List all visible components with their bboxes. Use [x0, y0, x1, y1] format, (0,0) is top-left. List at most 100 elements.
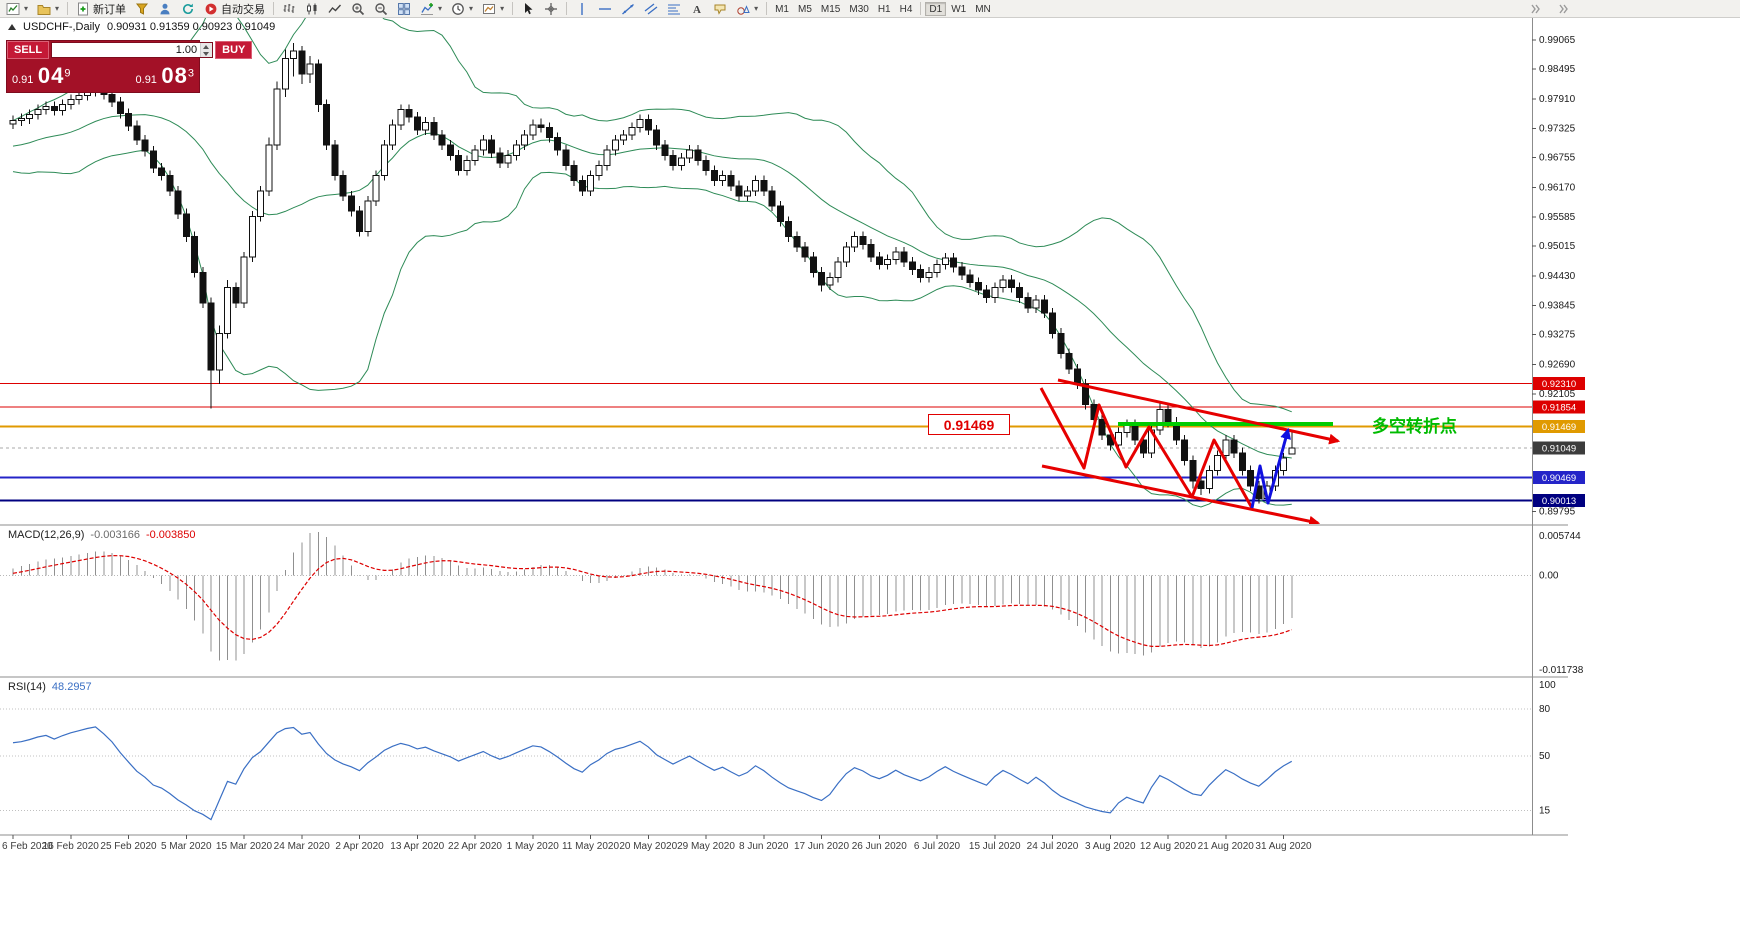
bar-chart-icon [282, 2, 296, 16]
volume-spinner [200, 43, 213, 57]
text-tool-button[interactable] [686, 1, 708, 17]
svg-text:0.99065: 0.99065 [1539, 35, 1576, 46]
svg-text:80: 80 [1539, 704, 1551, 715]
macd-main-value: -0.003166 [90, 529, 140, 541]
volume-input[interactable] [52, 43, 201, 57]
timeframe-mn-button[interactable]: MN [971, 2, 995, 16]
vertical-line-tool-button[interactable] [571, 1, 593, 17]
price-tag-0.91049 [1533, 441, 1585, 455]
svg-text:0.91469: 0.91469 [1542, 422, 1576, 433]
tile-windows-icon [397, 2, 411, 16]
timeframe-m30-button[interactable]: M30 [845, 2, 872, 16]
symbol-label: USDCHF-,Daily [23, 21, 100, 33]
bar-chart-button[interactable] [278, 1, 300, 17]
cursor-button[interactable] [517, 1, 539, 17]
collapse-panel-icon[interactable] [8, 24, 16, 30]
svg-text:2 Apr 2020: 2 Apr 2020 [335, 841, 384, 852]
svg-text:50: 50 [1539, 751, 1551, 762]
toolbar-separator [920, 2, 922, 15]
toolbar-separator [566, 2, 568, 15]
svg-text:0.97325: 0.97325 [1539, 124, 1576, 135]
trendline-tool-button[interactable] [617, 1, 639, 17]
label-tool-icon [713, 2, 727, 16]
timeframe-h1-button[interactable]: H1 [874, 2, 895, 16]
horizontal-line-icon [598, 2, 612, 16]
svg-text:25 Feb 2020: 25 Feb 2020 [100, 841, 157, 852]
macd-histogram [12, 532, 1293, 661]
rsi-line [12, 726, 1293, 821]
crosshair-button[interactable] [540, 1, 562, 17]
templates-button[interactable] [478, 1, 508, 17]
svg-text:16 Feb 2020: 16 Feb 2020 [43, 841, 100, 852]
zoom-in-icon [351, 2, 365, 16]
shapes-tool-button[interactable] [732, 1, 762, 17]
buy-price[interactable]: 0.91 083 [135, 62, 194, 88]
line-chart-button[interactable] [324, 1, 346, 17]
line-chart-icon [328, 2, 342, 16]
price-callout[interactable]: 0.91469 [928, 414, 1010, 435]
indicators-button[interactable] [416, 1, 446, 17]
volume-up-button[interactable] [201, 43, 213, 50]
fibonacci-tool-button[interactable] [663, 1, 685, 17]
svg-text:0.00: 0.00 [1539, 570, 1559, 581]
svg-text:0.97910: 0.97910 [1539, 94, 1576, 105]
timeframe-h4-button[interactable]: H4 [896, 2, 917, 16]
refresh-button[interactable] [177, 1, 199, 17]
timeframe-m5-button[interactable]: M5 [794, 2, 816, 16]
zoom-out-button[interactable] [370, 1, 392, 17]
channel-tool-button[interactable] [640, 1, 662, 17]
volume-down-button[interactable] [201, 50, 213, 57]
svg-text:0.92105: 0.92105 [1539, 389, 1576, 400]
buy-button[interactable]: BUY [215, 41, 253, 59]
svg-text:0.96170: 0.96170 [1539, 182, 1576, 193]
toolbar-overflow-icon[interactable] [1556, 2, 1570, 16]
new-order-button[interactable]: 新订单 [72, 1, 130, 17]
auto-trading-button[interactable]: 自动交易 [200, 1, 269, 17]
price-axis[interactable]: 0.99065 0.98495 0.97910 0.97325 0.96755 0.961… [1532, 35, 1584, 817]
timeframe-m1-button[interactable]: M1 [771, 2, 793, 16]
new-order-icon [76, 2, 90, 16]
horizontal-line-tool-button[interactable] [594, 1, 616, 17]
candlestick-series [9, 42, 1296, 504]
sell-button[interactable]: SELL [7, 41, 50, 59]
user-icon [158, 2, 172, 16]
indicators-icon [420, 2, 434, 16]
svg-text:0.95585: 0.95585 [1539, 212, 1576, 223]
red-zigzag[interactable] [1039, 387, 1254, 509]
timeframe-m15-button[interactable]: M15 [817, 2, 844, 16]
trendline-lower[interactable] [1041, 464, 1321, 524]
svg-text:0.95015: 0.95015 [1539, 241, 1576, 252]
chart-profiles-button[interactable] [33, 1, 63, 17]
svg-text:21 Aug 2020: 21 Aug 2020 [1198, 841, 1255, 852]
sell-price[interactable]: 0.91 049 [12, 62, 71, 88]
timeframe-w1-button[interactable]: W1 [947, 2, 970, 16]
timeframe-d1-button[interactable]: D1 [925, 1, 947, 16]
volume-field [51, 42, 214, 58]
label-tool-button[interactable] [709, 1, 731, 17]
refresh-icon [181, 2, 195, 16]
price-tag-0.90013 [1533, 493, 1585, 507]
rsi-label: RSI(14) 48.2957 [8, 681, 92, 693]
periods-button[interactable] [447, 1, 477, 17]
svg-text:31 Aug 2020: 31 Aug 2020 [1255, 841, 1312, 852]
zoom-in-button[interactable] [347, 1, 369, 17]
candlestick-icon [305, 2, 319, 16]
user-button[interactable] [154, 1, 176, 17]
turning-point-label[interactable]: 多空转折点 [1372, 417, 1457, 436]
svg-text:0.005744: 0.005744 [1539, 531, 1581, 542]
tile-windows-button[interactable] [393, 1, 415, 17]
blue-arrow-zigzag[interactable] [1250, 427, 1291, 509]
toolbar-separator [766, 2, 768, 15]
candlestick-chart-button[interactable] [301, 1, 323, 17]
svg-text:0.94430: 0.94430 [1539, 271, 1576, 282]
new-chart-button[interactable] [2, 1, 32, 17]
toolbar-separator [273, 2, 275, 15]
trendline-upper[interactable] [1057, 378, 1341, 445]
svg-text:29 May 2020: 29 May 2020 [677, 841, 735, 852]
toolbar-overflow-icon[interactable] [1528, 2, 1542, 16]
funnel-button[interactable] [131, 1, 153, 17]
text-tool-icon [690, 2, 704, 16]
clock-icon [451, 2, 465, 16]
